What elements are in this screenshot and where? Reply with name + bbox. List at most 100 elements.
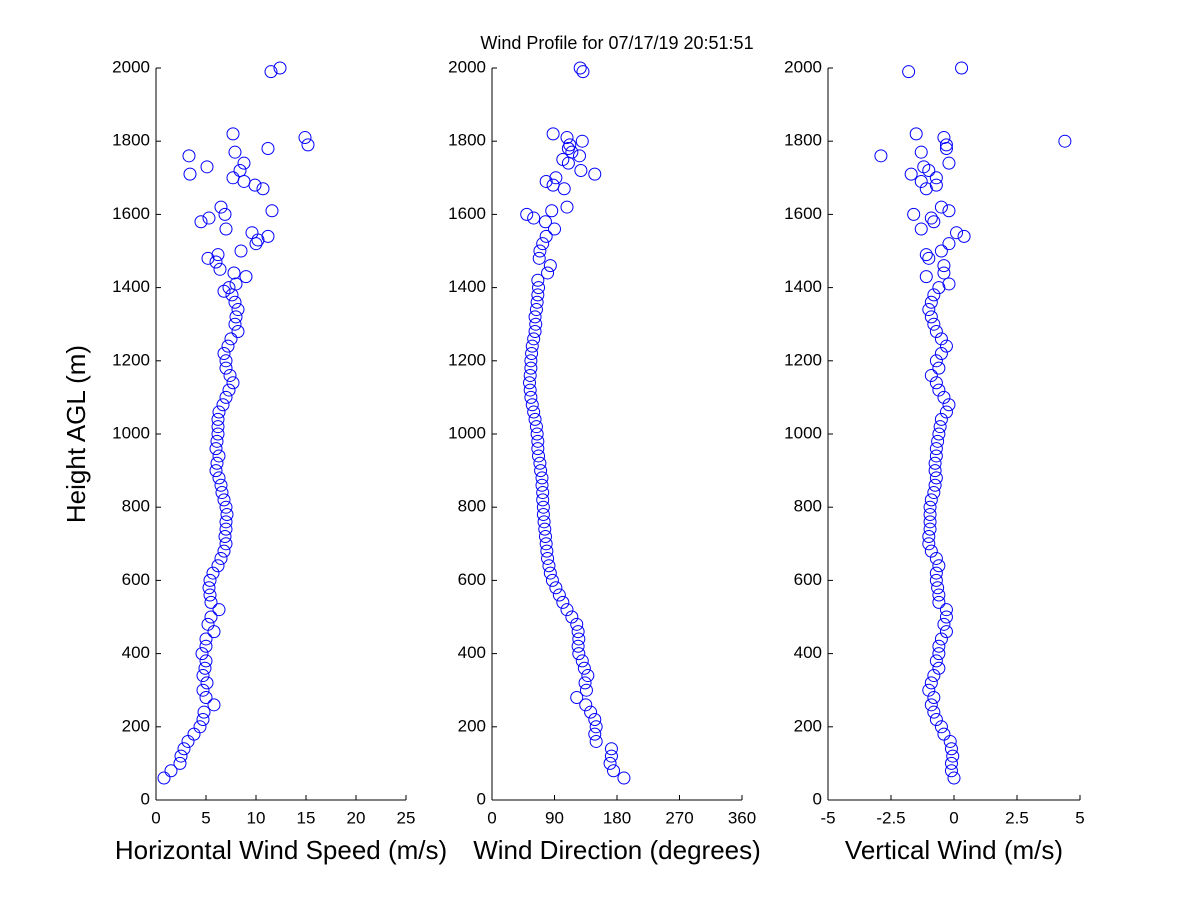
point — [563, 138, 577, 152]
point — [545, 573, 559, 587]
point — [937, 390, 951, 404]
point — [233, 163, 247, 177]
point — [560, 131, 574, 145]
y-tick-label: 200 — [458, 716, 486, 735]
y-tick-label: 1600 — [112, 204, 150, 223]
y-tick-label: 600 — [122, 570, 150, 589]
point — [919, 182, 933, 196]
point — [923, 522, 937, 536]
point — [164, 764, 178, 778]
point — [573, 61, 587, 75]
point — [211, 420, 225, 434]
point — [533, 456, 547, 470]
point — [528, 325, 542, 339]
point — [212, 603, 226, 617]
point — [219, 500, 233, 514]
y-tick-label: 1400 — [784, 277, 822, 296]
point — [204, 595, 218, 609]
point — [937, 131, 951, 145]
point — [222, 281, 236, 295]
y-tick-label: 600 — [458, 570, 486, 589]
point — [273, 61, 287, 75]
point — [929, 471, 943, 485]
point — [927, 486, 941, 500]
point — [202, 211, 216, 225]
point — [931, 434, 945, 448]
point — [929, 354, 943, 368]
y-tick-label: 2000 — [448, 57, 486, 76]
point — [929, 551, 943, 565]
point — [528, 310, 542, 324]
point — [922, 529, 936, 543]
y-tick-label: 600 — [794, 570, 822, 589]
point — [531, 442, 545, 456]
x-axis-label: Wind Direction (degrees) — [473, 835, 761, 865]
point — [173, 756, 187, 770]
y-tick-label: 1200 — [784, 350, 822, 369]
x-tick-label: 5 — [201, 808, 210, 827]
point — [301, 138, 315, 152]
point — [265, 204, 279, 218]
point — [533, 244, 547, 258]
point — [924, 676, 938, 690]
point — [927, 669, 941, 683]
point — [536, 493, 550, 507]
point — [545, 204, 559, 218]
point — [939, 339, 953, 353]
point — [219, 390, 233, 404]
point — [542, 559, 556, 573]
point — [929, 171, 943, 185]
point — [570, 617, 584, 631]
point — [929, 566, 943, 580]
point — [947, 771, 961, 785]
point — [546, 178, 560, 192]
point — [532, 281, 546, 295]
point — [957, 229, 971, 243]
point — [932, 383, 946, 397]
x-tick-label: 180 — [603, 808, 631, 827]
point — [944, 764, 958, 778]
point — [556, 595, 570, 609]
x-tick-label: 0 — [151, 808, 160, 827]
point — [218, 207, 232, 221]
point — [182, 149, 196, 163]
y-tick-label: 1200 — [448, 350, 486, 369]
point — [531, 273, 545, 287]
point — [570, 691, 584, 705]
point — [196, 669, 210, 683]
point — [525, 398, 539, 412]
point — [198, 661, 212, 675]
point — [934, 412, 948, 426]
point — [588, 727, 602, 741]
point — [571, 639, 585, 653]
point — [574, 163, 588, 177]
point — [924, 493, 938, 507]
point — [210, 456, 224, 470]
point — [933, 420, 947, 434]
point — [261, 142, 275, 156]
x-axis-label: Vertical Wind (m/s) — [845, 835, 1063, 865]
point — [934, 332, 948, 346]
point — [298, 131, 312, 145]
point — [919, 248, 933, 262]
point — [524, 361, 538, 375]
y-tick-label: 1000 — [112, 423, 150, 442]
point — [560, 603, 574, 617]
point — [237, 156, 251, 170]
point — [229, 277, 243, 291]
point — [577, 661, 591, 675]
y-tick-label: 1400 — [112, 277, 150, 296]
point — [211, 559, 225, 573]
point — [530, 427, 544, 441]
y-tick-label: 1400 — [448, 277, 486, 296]
point — [199, 632, 213, 646]
point — [541, 266, 555, 280]
x-tick-label: 270 — [665, 808, 693, 827]
x-tick-label: 20 — [347, 808, 366, 827]
point — [199, 691, 213, 705]
point — [206, 566, 220, 580]
point — [228, 295, 242, 309]
point — [919, 270, 933, 284]
point — [955, 61, 969, 75]
